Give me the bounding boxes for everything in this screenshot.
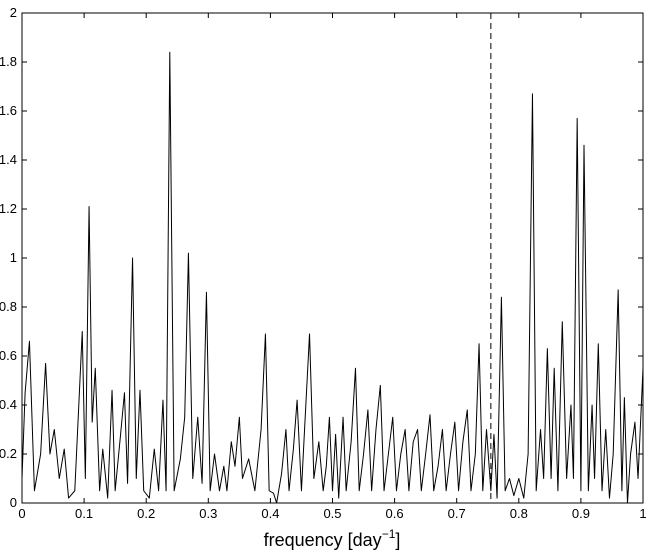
y-tick-label: 0.2 <box>0 446 17 461</box>
x-tick-label: 1 <box>639 506 646 521</box>
x-tick-label: 0.7 <box>448 506 466 521</box>
y-tick-label: 1.2 <box>0 201 17 216</box>
x-label-superscript: −1 <box>382 527 396 541</box>
x-axis-label: frequency [day−1] <box>264 527 401 550</box>
x-tick-label: 0.5 <box>323 506 341 521</box>
x-label-text: frequency [day <box>264 530 382 550</box>
x-tick-label: 0.9 <box>572 506 590 521</box>
x-tick-label: 0.2 <box>137 506 155 521</box>
x-tick-label: 0.8 <box>510 506 528 521</box>
y-tick-label: 1.4 <box>0 152 17 167</box>
x-tick-label: 0 <box>18 506 25 521</box>
x-label-suffix: ] <box>395 530 400 550</box>
x-tick-label: 0.4 <box>261 506 279 521</box>
y-tick-label: 2 <box>10 5 17 20</box>
series-line <box>21 51 644 504</box>
y-tick-label: 1 <box>10 250 17 265</box>
y-tick-label: 0 <box>10 495 17 510</box>
x-tick-label: 0.3 <box>199 506 217 521</box>
y-tick-label: 1.8 <box>0 54 17 69</box>
y-tick-label: 0.8 <box>0 299 17 314</box>
y-tick-label: 1.6 <box>0 103 17 118</box>
x-tick-label: 0.6 <box>386 506 404 521</box>
y-tick-label: 0.6 <box>0 348 17 363</box>
x-tick-label: 0.1 <box>75 506 93 521</box>
y-tick-label: 0.4 <box>0 397 17 412</box>
